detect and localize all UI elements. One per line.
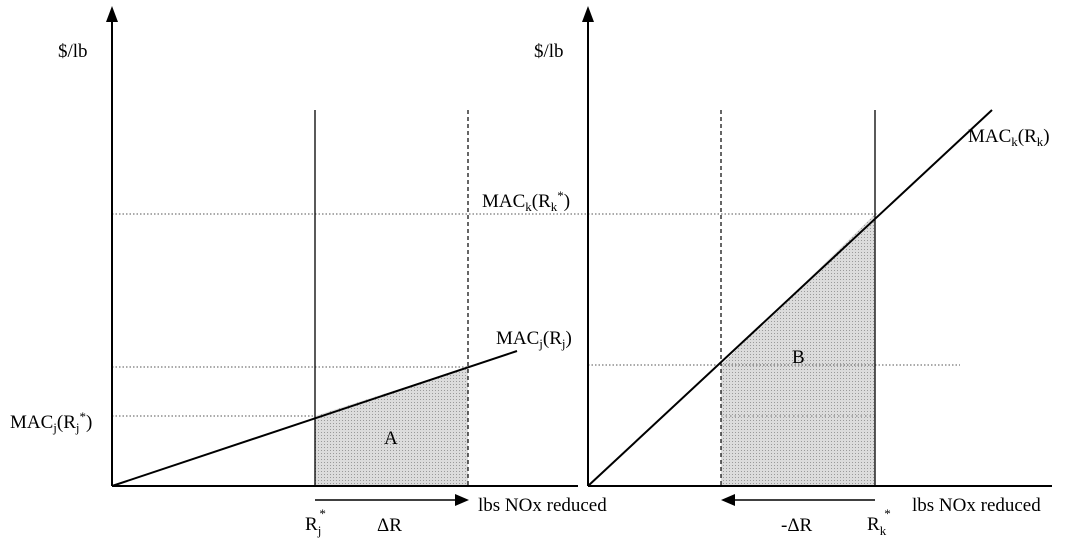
left-y-axis-label: $/lb [58,41,88,62]
right-y-axis-arrowhead [582,6,594,22]
left-x-axis-label: lbs NOx reduced [478,495,607,516]
left-r-star-label: Rj* [305,506,326,538]
right-mac-level-label: MACk(Rk*) [482,188,570,214]
left-mac-curve [111,350,518,487]
right-mac-curve [587,109,993,487]
right-y-axis-label: $/lb [534,41,564,62]
left-mac-level-label: MACj(Rj*) [10,409,92,435]
right-mac-curve-label: MACk(Rk) [968,126,1050,149]
right-area-label: B [792,347,805,368]
right-r-star-label: Rk* [867,506,891,538]
left-panel: $/lb lbs NOx reduced A ΔR MACj(Rj) MACj(… [10,6,878,538]
right-delta-r-arrowhead [721,494,735,506]
left-delta-r-arrowhead [455,494,469,506]
right-shaded-area-b [721,214,875,486]
right-panel: $/lb lbs NOx reduced B -ΔR MACk(Rk) MACk… [482,6,1052,538]
left-shaded-area-a [315,367,468,486]
left-y-axis-arrowhead [106,6,118,22]
right-delta-r-label: -ΔR [781,515,813,536]
left-mac-curve-label: MACj(Rj) [496,328,572,351]
left-delta-r-label: ΔR [377,515,402,536]
left-area-label: A [384,428,398,449]
right-x-axis-label: lbs NOx reduced [912,495,1041,516]
